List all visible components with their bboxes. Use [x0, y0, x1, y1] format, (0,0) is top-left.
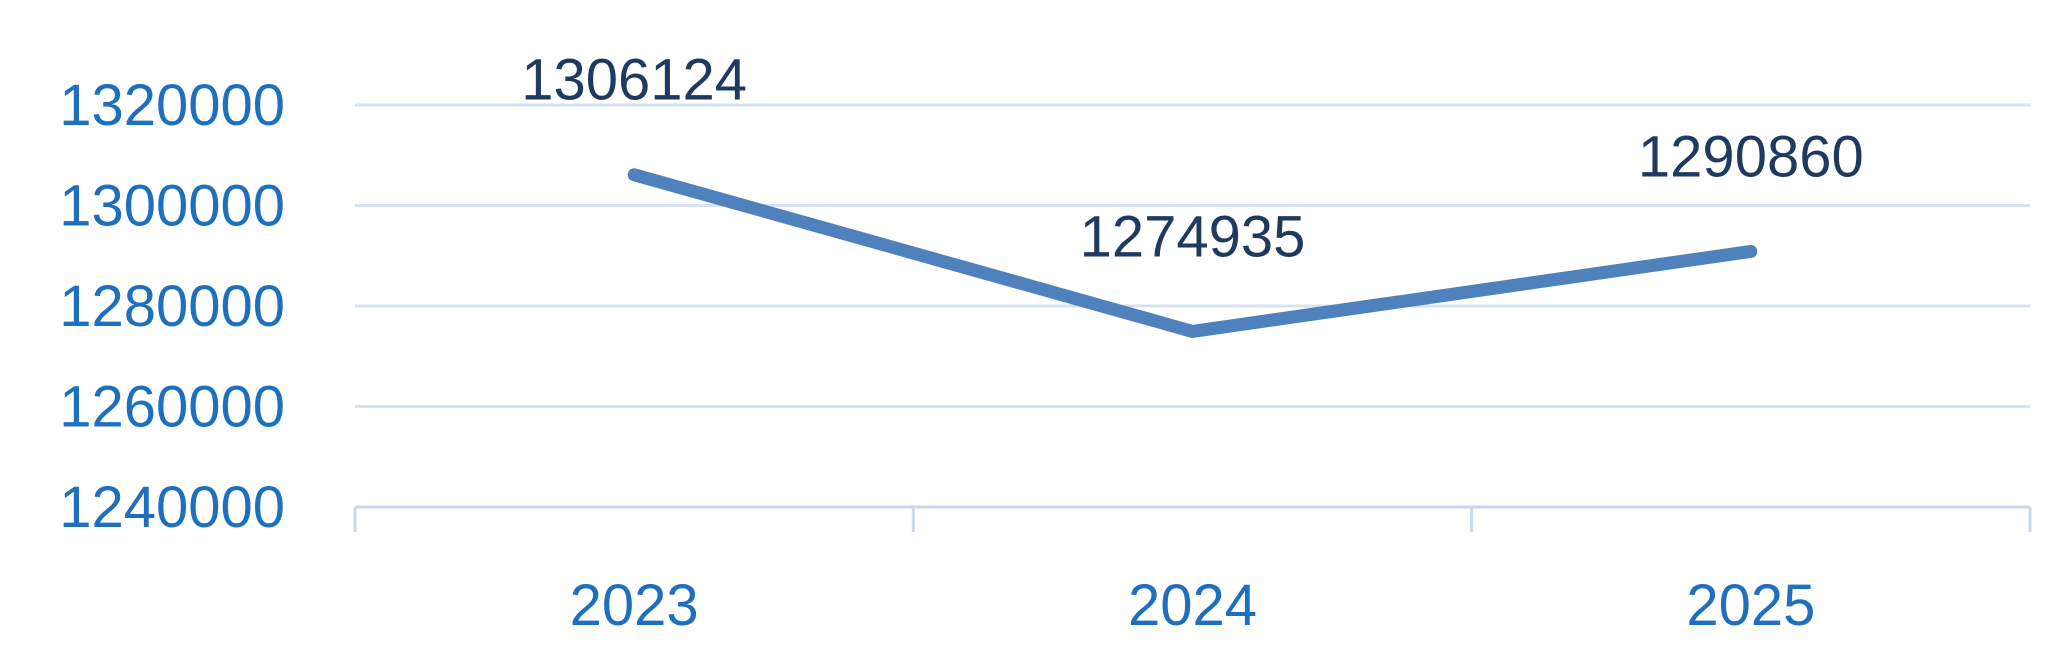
data-label: 1290860 — [1638, 124, 1864, 189]
y-tick-label: 1280000 — [59, 274, 285, 339]
y-tick-label: 1260000 — [59, 375, 285, 440]
x-axis-tick-labels: 2023 2024 2025 — [570, 573, 1816, 638]
gridlines — [355, 103, 2030, 408]
x-tick-label: 2025 — [1686, 573, 1815, 638]
y-tick-label: 1300000 — [59, 174, 285, 239]
series-line-group — [627, 168, 1758, 338]
x-tick-label: 2024 — [1128, 573, 1257, 638]
x-tick-label: 2023 — [570, 573, 699, 638]
data-point — [1749, 250, 1752, 253]
y-axis-tick-labels: 1240000 1260000 1280000 1300000 1320000 — [59, 73, 285, 540]
y-tick-label: 1320000 — [59, 73, 285, 138]
data-point — [1191, 330, 1194, 333]
data-label: 1306124 — [521, 48, 747, 113]
y-tick-label: 1240000 — [59, 475, 285, 540]
data-point — [633, 173, 636, 176]
data-label: 1274935 — [1080, 204, 1306, 269]
data-labels: 1306124 1274935 1290860 — [521, 48, 1863, 270]
x-axis — [353, 505, 2032, 532]
